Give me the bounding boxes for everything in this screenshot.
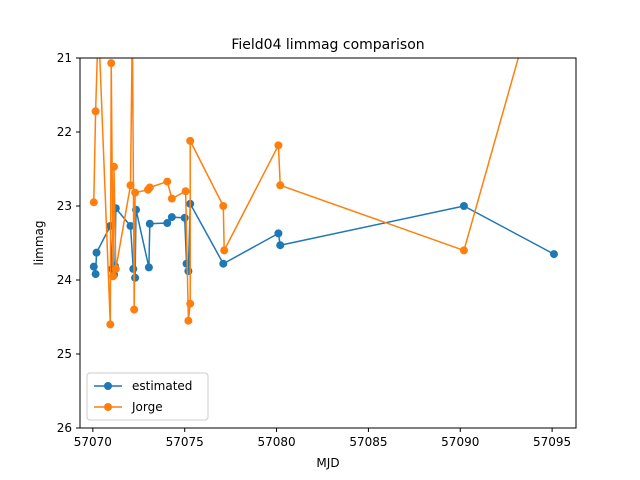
data-point-jorge — [220, 246, 229, 255]
legend-marker-jorge — [104, 403, 112, 411]
data-point-estimated — [126, 221, 135, 230]
data-point-estimated — [274, 229, 283, 238]
axis-layer: 57070 57075 57080 57085 57090 57095 21 22 23 24 25… — [57, 51, 571, 449]
legend-marker-estimated — [104, 382, 112, 390]
data-point-jorge — [181, 187, 190, 196]
data-point-jorge — [109, 272, 118, 281]
data-point-jorge — [459, 246, 468, 255]
data-point-jorge — [89, 198, 98, 207]
data-point-estimated — [219, 259, 228, 268]
data-point-jorge — [109, 162, 118, 171]
x-tick-label: 57085 — [349, 435, 387, 449]
data-point-jorge — [91, 107, 100, 116]
legend-label-jorge: Jorge — [131, 400, 163, 414]
x-tick-label: 57070 — [74, 435, 112, 449]
x-tick-label: 57090 — [441, 435, 479, 449]
series-layer — [89, 58, 558, 329]
data-point-jorge — [126, 181, 135, 190]
data-point-jorge — [131, 188, 140, 197]
y-axis-title: limmag — [32, 220, 46, 265]
data-point-estimated — [145, 219, 154, 228]
y-tick-label: 21 — [57, 51, 72, 65]
data-point-estimated — [91, 270, 100, 279]
data-point-estimated — [459, 202, 468, 210]
data-point-jorge — [186, 136, 195, 145]
y-tick-label: 25 — [57, 347, 72, 361]
x-axis-title: MJD — [316, 456, 339, 470]
data-point-jorge — [186, 299, 195, 308]
data-point-estimated — [163, 219, 172, 228]
legend-label-estimated: estimated — [132, 379, 192, 393]
data-point-jorge — [111, 264, 120, 273]
data-point-jorge — [163, 177, 172, 186]
data-point-estimated — [180, 213, 189, 222]
data-point-estimated — [276, 241, 285, 250]
x-tick-label: 57095 — [533, 435, 571, 449]
data-point-jorge — [184, 316, 193, 325]
plot-area — [80, 58, 576, 428]
data-point-estimated — [549, 250, 558, 259]
data-point-jorge — [219, 202, 228, 210]
y-tick-label: 22 — [57, 125, 72, 139]
chart-title: Field04 limmag comparison — [231, 37, 424, 53]
data-point-jorge — [167, 194, 176, 203]
data-point-estimated — [144, 263, 153, 272]
y-tick-label: 23 — [57, 199, 72, 213]
legend: estimated Jorge — [86, 372, 209, 421]
data-point-estimated — [92, 248, 101, 257]
data-point-jorge — [107, 59, 116, 68]
data-point-jorge — [276, 181, 285, 190]
plot-frame — [79, 57, 577, 429]
y-tick-label: 26 — [57, 421, 72, 435]
data-point-jorge — [106, 320, 115, 329]
data-point-jorge — [130, 305, 139, 314]
y-tick-label: 24 — [57, 273, 72, 287]
x-tick-label: 57075 — [166, 435, 204, 449]
data-point-jorge — [145, 183, 154, 192]
data-point-estimated — [167, 213, 176, 222]
data-point-jorge — [274, 141, 283, 150]
data-point-estimated — [184, 267, 193, 276]
x-tick-label: 57080 — [257, 435, 295, 449]
data-point-estimated — [89, 262, 98, 271]
legend-frame — [86, 372, 209, 421]
